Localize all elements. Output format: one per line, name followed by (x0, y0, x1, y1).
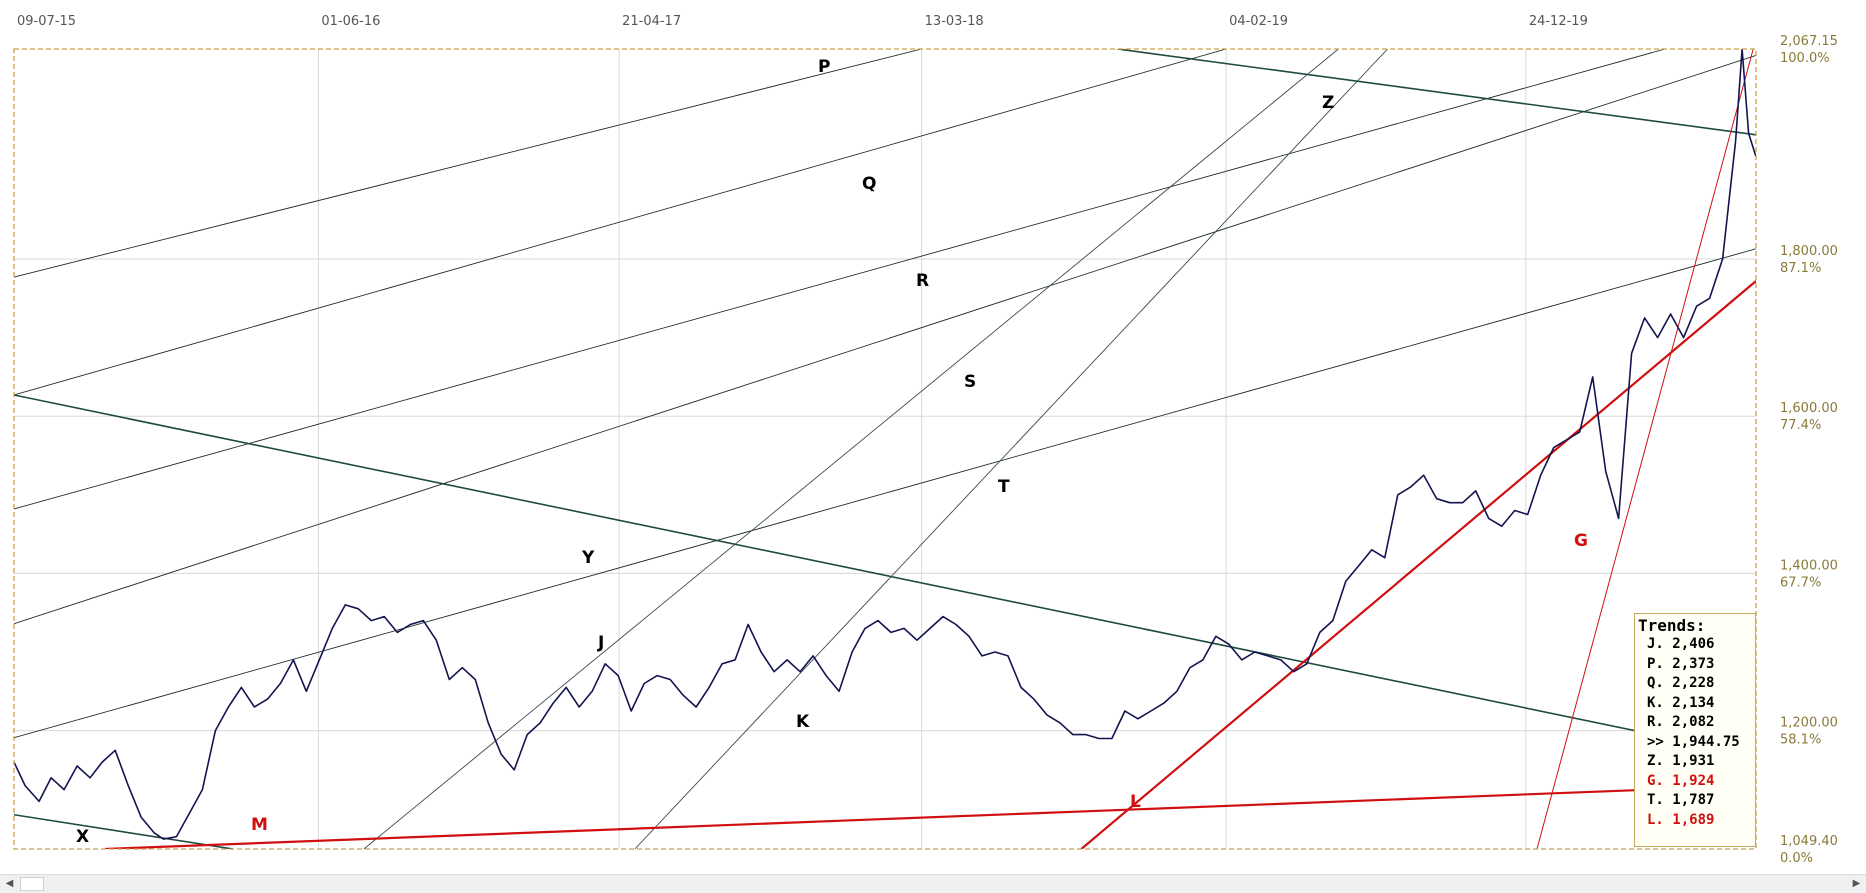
legend-row: R. 2,082 (1647, 714, 1715, 730)
trends-legend: Trends: J. 2,406 P. 2,373 Q. 2,228 K. 2,134… (1634, 613, 1756, 847)
trendline-m (104, 786, 1693, 849)
legend-row: P. 2,373 (1647, 655, 1715, 672)
trendline-j (363, 49, 1339, 849)
trendlines (14, 49, 1756, 849)
trend-label-z: Z (1322, 93, 1334, 113)
legend-row: T. 1,787 (1647, 792, 1715, 808)
trend-label-y: Y (581, 548, 595, 568)
trendline-t (14, 248, 1756, 739)
trend-label-k: K (796, 712, 810, 732)
price-tick-label: 1,049.40 (1780, 834, 1838, 849)
trendline-x (14, 813, 234, 849)
legend-row: G. 1,924 (1647, 772, 1715, 789)
trend-label-s: S (964, 372, 976, 392)
scroll-right-icon[interactable]: ▶ (1852, 878, 1861, 889)
percent-tick-label: 67.7% (1780, 575, 1821, 590)
trend-label-p: P (818, 57, 830, 77)
price-line (14, 49, 1756, 840)
plot-frame (13, 48, 1757, 850)
x-tick-label: 04-02-19 (1229, 14, 1288, 29)
trendline-g (1536, 49, 1754, 849)
percent-tick-label: 87.1% (1780, 261, 1821, 276)
trendline-s (14, 54, 1756, 625)
trend-label-l: L (1130, 792, 1141, 812)
trend-label-m: M (251, 815, 268, 835)
price-tick-label: 1,800.00 (1780, 244, 1838, 259)
trendline-labels: P Q R S T Z Y J K X M L G (76, 57, 1588, 847)
trendline-q (14, 49, 1227, 396)
price-tick-label: 2,067.15 (1780, 34, 1838, 49)
x-tick-label: 09-07-15 (17, 14, 76, 29)
trend-label-t: T (998, 477, 1010, 497)
price-chart: 09-07-15 01-06-16 21-04-17 13-03-18 04-02-19… (13, 14, 1838, 866)
x-tick-label: 21-04-17 (622, 14, 681, 29)
legend-rows: J. 2,406 P. 2,373 Q. 2,228 K. 2,134 R. 2,082… (1635, 635, 1755, 830)
price-tick-label: 1,600.00 (1780, 401, 1838, 416)
x-tick-label: 01-06-16 (321, 14, 380, 29)
x-tick-label: 13-03-18 (925, 14, 984, 29)
percent-tick-label: 100.0% (1780, 51, 1830, 66)
percent-tick-label: 0.0% (1780, 851, 1813, 866)
trend-label-g: G (1574, 531, 1588, 551)
x-tick-label: 24-12-19 (1529, 14, 1588, 29)
trend-label-x: X (76, 827, 89, 847)
y-axis-labels: 2,067.15 100.0% 1,800.00 87.1% 1,600.00 77.4%… (1780, 34, 1838, 866)
chart-grid (14, 49, 1756, 849)
percent-tick-label: 58.1% (1780, 733, 1821, 748)
trendline-p (14, 49, 922, 278)
scroll-left-icon[interactable]: ◀ (5, 878, 14, 889)
legend-row: >> 1,944.75 (1647, 733, 1740, 750)
legend-title: Trends: (1638, 616, 1706, 635)
trendline-z (1117, 49, 1756, 136)
trendline-k (634, 49, 1388, 849)
legend-row: L. 1,689 (1647, 811, 1715, 828)
x-axis-labels: 09-07-15 01-06-16 21-04-17 13-03-18 04-02-19… (17, 14, 1588, 29)
price-series (14, 49, 1756, 840)
trend-label-r: R (916, 271, 929, 291)
legend-row: K. 2,134 (1647, 694, 1715, 711)
legend-row: Q. 2,228 (1647, 675, 1715, 691)
legend-row: Z. 1,931 (1647, 753, 1715, 769)
trendline-l (1080, 280, 1756, 849)
trend-label-j: J (597, 633, 604, 653)
legend-row: J. 2,406 (1647, 636, 1715, 652)
trend-label-q: Q (862, 174, 876, 194)
percent-tick-label: 77.4% (1780, 418, 1821, 433)
scroll-thumb[interactable] (20, 877, 44, 891)
trendline-r (14, 49, 1666, 510)
price-tick-label: 1,400.00 (1780, 558, 1838, 573)
horizontal-scrollbar[interactable]: ◀ ▶ (0, 874, 1866, 893)
price-tick-label: 1,200.00 (1780, 716, 1838, 731)
trendline-y (14, 394, 1693, 744)
